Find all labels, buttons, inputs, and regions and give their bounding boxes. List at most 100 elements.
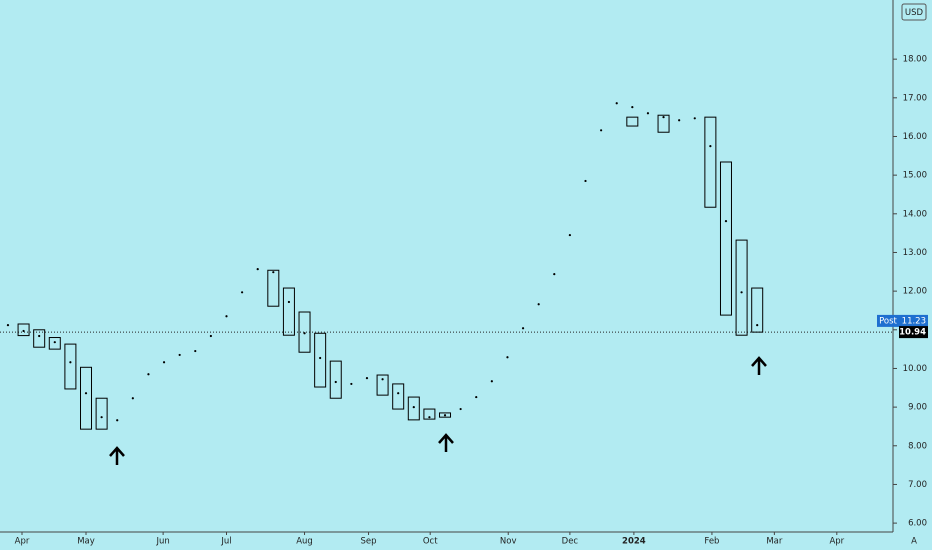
dot [397,392,400,395]
box [439,412,452,418]
box [267,269,280,307]
post-label: Post [879,316,897,326]
box [719,161,732,316]
box [80,366,93,430]
box [298,311,311,353]
dot [256,267,259,271]
dot [162,361,166,364]
y-tick-label: 10.00 [903,364,927,374]
x-tick-label: Oct [423,537,438,547]
dot [615,102,618,105]
dot [240,291,244,294]
arrow [109,446,125,465]
y-tick-label: 14.00 [903,209,927,219]
dot [662,116,665,119]
dot [69,361,72,364]
currency: USD [905,8,924,18]
arrow [438,433,454,452]
dot [350,382,353,386]
dot [131,397,134,400]
dot [443,414,447,417]
dot [287,300,291,304]
dot [459,407,462,411]
y-tick-label: 7.00 [908,480,927,490]
box [735,239,748,336]
dot [568,233,571,237]
post-price: 11.23 [902,316,926,326]
x-tick-label: Jul [220,537,231,547]
x-tick-label: Jun [155,537,169,547]
dot [303,332,306,335]
dot [178,353,181,357]
dot [272,271,275,274]
box [423,408,436,420]
box [33,329,46,348]
scale-mode[interactable]: A [911,537,917,547]
box [407,396,420,421]
box [64,343,77,390]
currency-box[interactable] [901,3,927,21]
dot [365,377,369,380]
y-tick-label: 9.00 [908,403,927,413]
last-price-box [899,326,928,339]
y-tick-label: 12.00 [903,287,927,297]
dot [381,378,384,381]
x-tick-label: 2024 [622,537,646,547]
box [626,116,639,127]
box [751,287,764,333]
dot [724,220,728,223]
y-tick-label: 15.00 [903,171,927,181]
dot [334,380,337,384]
box [329,360,342,399]
dot [693,117,696,120]
x-tick-label: Nov [500,537,517,547]
box [704,116,717,208]
dot [428,416,431,419]
dot [600,129,603,132]
dot [584,179,587,183]
x-tick-label: May [77,537,95,547]
dot [38,334,41,338]
x-tick-label: Aug [296,537,313,547]
dot [147,373,150,376]
box [392,383,405,410]
dot [6,324,10,327]
dot [709,145,712,148]
dot [22,329,25,333]
dot [412,406,415,409]
dot [53,341,56,344]
last-price: 10.94 [899,328,926,338]
dot [553,273,556,276]
box [17,323,30,337]
dot [490,380,493,383]
y-tick-label: 13.00 [903,248,927,258]
y-tick-label: 18.00 [903,55,927,65]
x-tick-label: Apr [15,537,30,547]
box [282,287,295,336]
dot [209,334,212,338]
dot [756,324,759,327]
box [48,337,61,350]
x-tick-label: Mar [766,537,783,547]
dot [225,315,228,318]
dot [194,349,197,353]
box [95,397,108,430]
box [376,374,389,396]
y-tick-label: 17.00 [903,93,927,103]
dot [631,105,634,109]
y-tick-label: 16.00 [903,132,927,142]
box [314,332,327,388]
dot [319,356,322,360]
arrows [109,356,767,465]
dot [678,119,681,122]
dot [84,392,88,395]
y-tick-label: 6.00 [908,519,927,529]
x-tick-label: Apr [829,537,844,547]
y-tick-label: 8.00 [908,441,927,451]
post-badge [877,314,899,327]
dot [100,416,103,419]
x-tick-label: Feb [704,537,719,547]
dot [521,327,525,330]
